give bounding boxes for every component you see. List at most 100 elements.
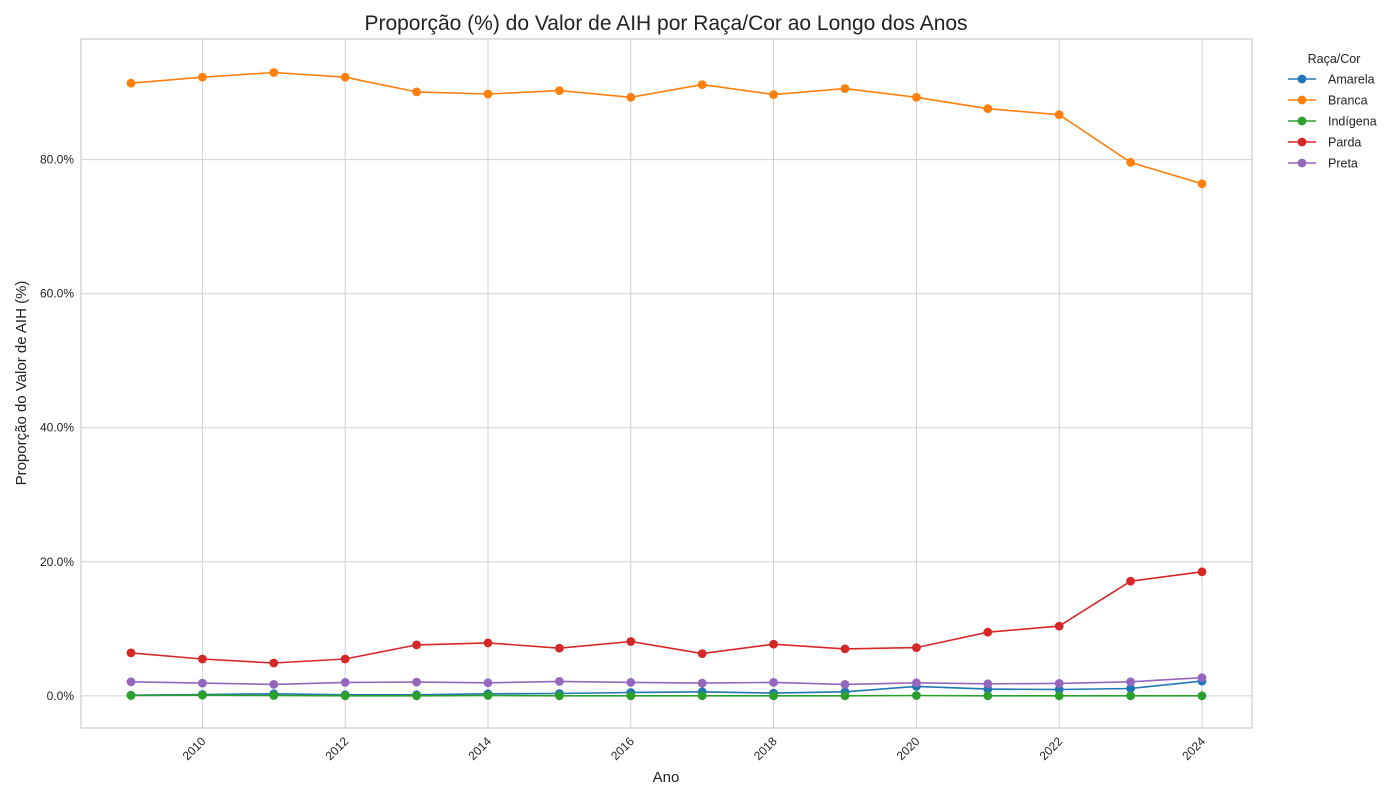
data-point-branca (126, 78, 136, 88)
data-point-branca (1197, 179, 1207, 189)
data-point-preta (1054, 679, 1064, 688)
data-point-parda (983, 627, 993, 637)
data-point-indigena (626, 691, 636, 701)
data-point-preta (983, 679, 993, 689)
data-point-branca (412, 87, 421, 97)
data-point-indigena (1197, 691, 1207, 701)
data-point-branca (840, 84, 850, 93)
chart-title: Proporção (%) do Valor de AIH por Raça/C… (364, 12, 967, 35)
data-point-branca (912, 92, 921, 102)
data-point-preta (769, 678, 778, 687)
x-tick-label: 2022 (1037, 734, 1066, 763)
data-point-branca (626, 92, 636, 102)
data-point-preta (340, 678, 350, 687)
data-point-indigena (840, 691, 850, 701)
series-parda (126, 567, 1207, 668)
data-point-indigena (126, 691, 136, 700)
data-point-parda (1054, 621, 1064, 631)
data-point-parda (769, 639, 778, 649)
grid-lines (81, 39, 1252, 728)
legend-item-parda: Parda (1288, 136, 1361, 150)
y-tick-label: 80.0% (40, 153, 74, 167)
data-point-indigena (1126, 691, 1135, 701)
y-axis-ticks: 0.0% 20.0% 40.0% 60.0% 80.0% (40, 153, 74, 703)
data-point-branca (983, 104, 993, 114)
data-point-indigena (1054, 691, 1064, 701)
x-tick-label: 2020 (894, 734, 923, 763)
data-point-preta (126, 677, 136, 687)
y-tick-label: 40.0% (40, 421, 74, 435)
data-point-indigena (340, 691, 350, 701)
data-point-preta (269, 680, 279, 689)
legend-label: Indígena (1328, 115, 1377, 129)
data-point-branca (340, 72, 350, 82)
data-point-indigena (555, 691, 564, 701)
x-axis-ticks: 2010 2012 2014 2016 2018 2020 2022 2024 (180, 734, 1209, 763)
data-point-parda (840, 644, 850, 654)
data-point-branca (1054, 110, 1064, 120)
legend-marker-swatch (1297, 158, 1307, 168)
data-point-preta (840, 680, 850, 689)
data-point-parda (1197, 567, 1207, 577)
series-line-preta (130, 676, 1203, 686)
data-point-preta (483, 678, 493, 688)
data-point-branca (769, 90, 778, 99)
y-axis-label: Proporção do Valor de AIH (%) (13, 281, 30, 486)
data-point-indigena (269, 691, 279, 700)
data-point-preta (412, 677, 421, 687)
data-point-preta (1197, 673, 1207, 683)
x-tick-label: 2010 (180, 734, 209, 763)
data-point-parda (555, 643, 564, 653)
data-point-parda (340, 654, 350, 664)
data-point-preta (912, 678, 921, 688)
series-indigena (126, 690, 1207, 701)
data-point-indigena (912, 691, 921, 700)
plot-frame (80, 38, 1253, 729)
data-point-indigena (198, 690, 207, 700)
x-tick-label: 2012 (323, 734, 352, 763)
legend-item-amarela: Amarela (1288, 73, 1375, 87)
legend-marker-swatch (1297, 137, 1307, 147)
data-point-indigena (412, 691, 421, 701)
data-point-parda (697, 649, 707, 658)
data-point-parda (912, 643, 921, 652)
data-point-indigena (483, 691, 493, 700)
x-tick-label: 2018 (751, 734, 780, 763)
series-line-branca (130, 71, 1203, 185)
legend-label: Parda (1328, 136, 1361, 150)
data-point-preta (626, 678, 636, 687)
legend-marker-swatch (1297, 95, 1307, 105)
data-point-indigena (769, 691, 778, 701)
series-branca (126, 68, 1207, 189)
data-point-preta (1126, 677, 1135, 687)
legend-marker-swatch (1297, 116, 1307, 126)
series-line-indigena (130, 694, 1202, 697)
data-point-amarela (1054, 685, 1064, 694)
data-point-parda (198, 654, 207, 664)
legend-label: Branca (1328, 94, 1368, 108)
data-point-branca (1126, 157, 1135, 167)
data-point-branca (269, 68, 279, 77)
data-point-preta (555, 677, 564, 686)
data-point-parda (1126, 576, 1135, 586)
x-tick-label: 2016 (608, 734, 637, 763)
data-point-parda (412, 640, 421, 650)
y-tick-label: 60.0% (40, 287, 74, 301)
series-line-parda (130, 571, 1203, 664)
legend-marker-swatch (1297, 74, 1307, 84)
y-tick-label: 0.0% (47, 689, 75, 703)
legend-label: Amarela (1328, 73, 1375, 87)
x-tick-label: 2024 (1179, 734, 1208, 763)
data-point-branca (697, 80, 707, 89)
data-point-preta (697, 678, 707, 688)
data-point-parda (626, 637, 636, 646)
series-line-amarela (130, 680, 1203, 696)
data-point-branca (483, 89, 493, 99)
data-point-branca (198, 72, 207, 82)
data-point-indigena (697, 691, 707, 701)
legend-label: Preta (1328, 157, 1358, 171)
data-point-preta (198, 678, 207, 688)
legend-title: Raça/Cor (1308, 52, 1361, 66)
